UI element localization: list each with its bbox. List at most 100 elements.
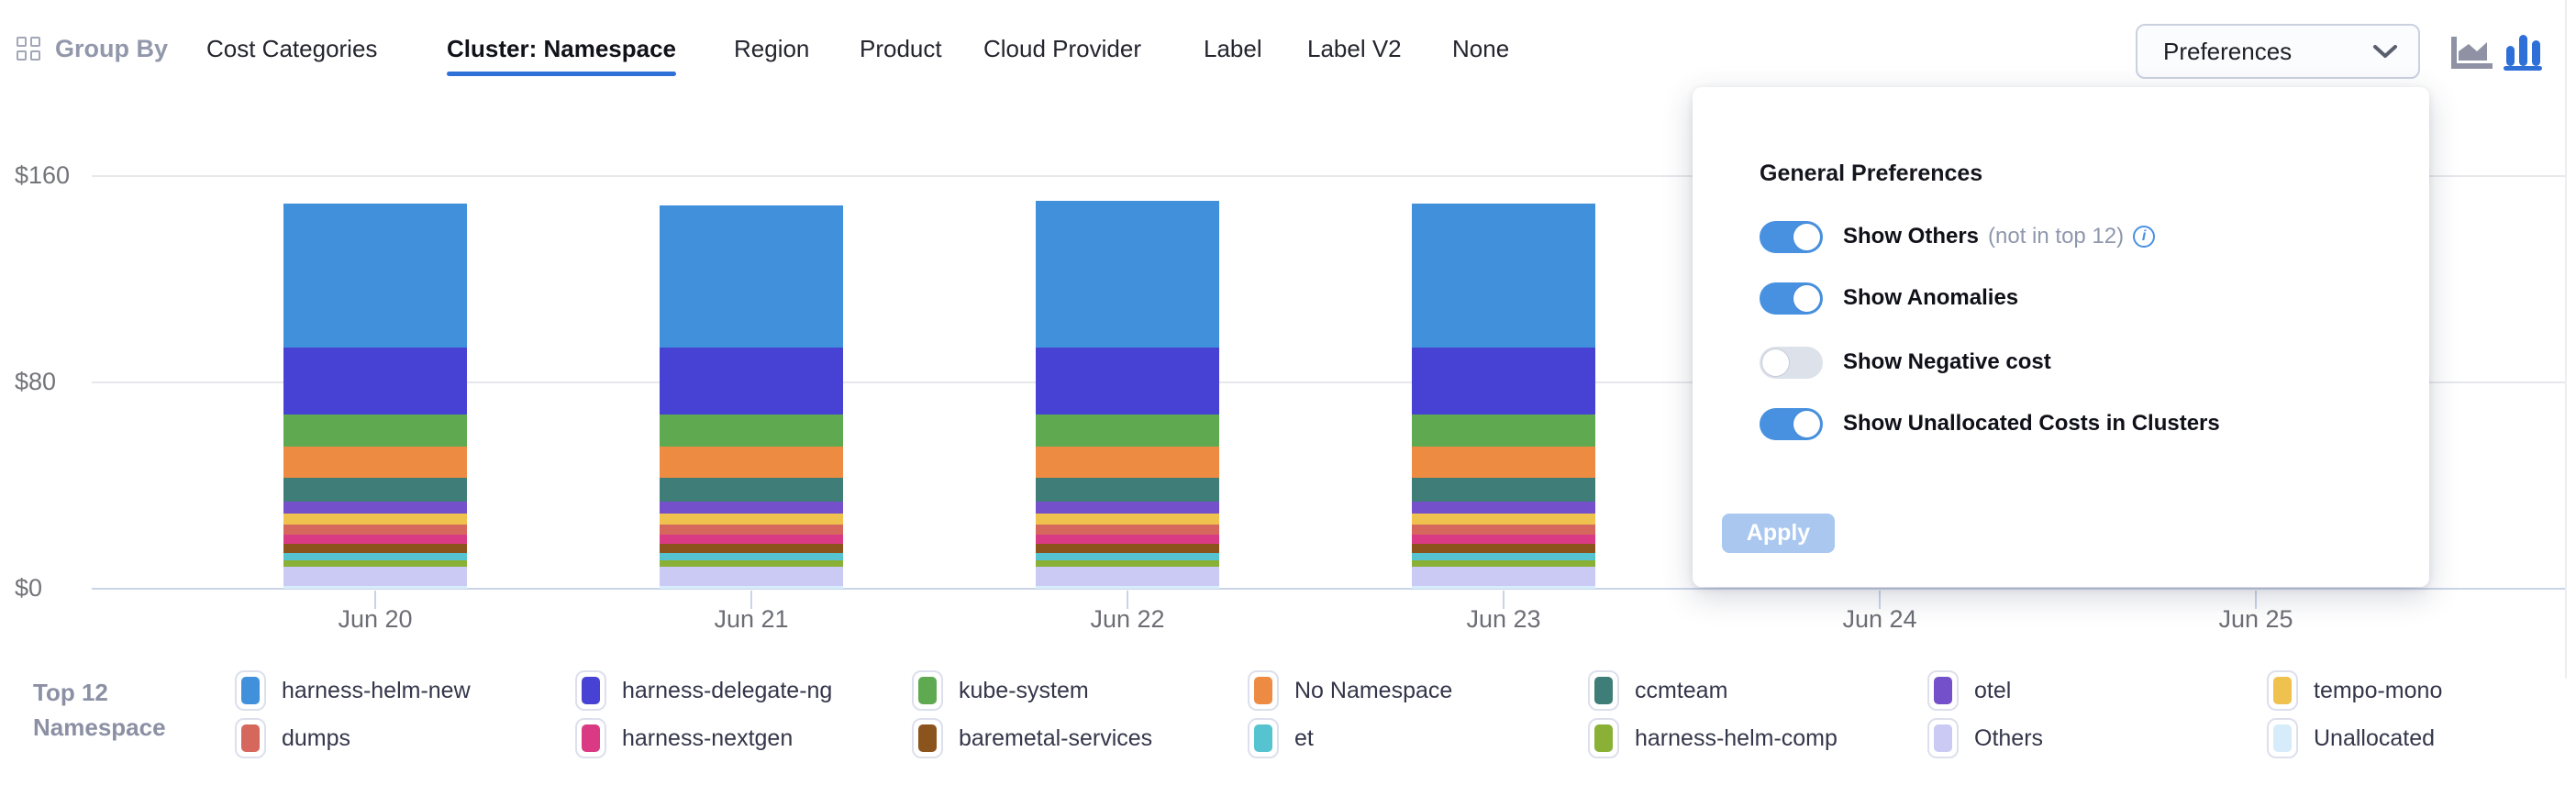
tab-region[interactable]: Region [734, 35, 810, 62]
bar-segment-others[interactable] [1036, 567, 1219, 587]
bar-segment-dumps[interactable] [1036, 525, 1219, 535]
bar-segment-harness-delegate-ng[interactable] [1036, 348, 1219, 415]
bar-segment-no-namespace[interactable] [660, 447, 843, 478]
x-axis-tick [1127, 591, 1128, 609]
bar-segment-harness-helm-comp[interactable] [660, 559, 843, 568]
bar-segment-harness-delegate-ng[interactable] [1412, 348, 1595, 415]
legend-swatch [575, 718, 606, 758]
legend-title: Top 12 Namespace [33, 679, 166, 741]
legend-item-tempo-mono[interactable]: tempo-mono [2267, 669, 2442, 712]
bar-segment-no-namespace[interactable] [283, 447, 467, 478]
legend-item-others[interactable]: Others [1927, 717, 2043, 759]
legend-label: kube-system [959, 677, 1089, 703]
legend-item-dumps[interactable]: dumps [235, 717, 350, 759]
legend-item-otel[interactable]: otel [1927, 669, 2011, 712]
legend-item-harness-delegate-ng[interactable]: harness-delegate-ng [575, 669, 832, 712]
bar-segment-baremetal-services[interactable] [1412, 544, 1595, 553]
tab-label[interactable]: Label [1204, 35, 1262, 62]
bar-segment-no-namespace[interactable] [1036, 447, 1219, 478]
legend-label: harness-helm-new [282, 677, 471, 703]
bar-segment-dumps[interactable] [283, 525, 467, 535]
bar-segment-unallocated[interactable] [1036, 586, 1219, 589]
bar-segment-kube-system[interactable] [283, 415, 467, 448]
bar-segment-ccmteam[interactable] [1036, 477, 1219, 502]
bar-segment-others[interactable] [660, 567, 843, 587]
tab-none[interactable]: None [1452, 35, 1510, 62]
bar-segment-unallocated[interactable] [283, 586, 467, 589]
bar-segment-kube-system[interactable] [1412, 415, 1595, 448]
legend-item-unallocated[interactable]: Unallocated [2267, 717, 2435, 759]
x-axis-label: Jun 23 [1466, 605, 1541, 633]
bar-segment-ccmteam[interactable] [1412, 477, 1595, 502]
bar-segment-tempo-mono[interactable] [1036, 514, 1219, 525]
bar-segment-others[interactable] [283, 567, 467, 587]
tab-product[interactable]: Product [860, 35, 942, 62]
tab-label-v2[interactable]: Label V2 [1307, 35, 1402, 62]
preference-row-show-anomalies: Show Anomalies [1760, 282, 2018, 315]
toggle-knob [1793, 410, 1820, 437]
legend-item-et[interactable]: et [1248, 717, 1314, 759]
bar-segment-harness-nextgen[interactable] [283, 534, 467, 545]
preference-row-show-negative-cost: Show Negative cost [1760, 346, 2051, 379]
bar-segment-et[interactable] [283, 552, 467, 560]
bar-segment-harness-helm-comp[interactable] [283, 559, 467, 568]
bar-segment-unallocated[interactable] [1412, 586, 1595, 589]
bar-segment-harness-nextgen[interactable] [1412, 534, 1595, 545]
legend-item-harness-helm-new[interactable]: harness-helm-new [235, 669, 471, 712]
bar-segment-tempo-mono[interactable] [1412, 514, 1595, 525]
bar-segment-harness-nextgen[interactable] [660, 534, 843, 545]
toggle-show-unallocated-costs-in-clusters[interactable] [1760, 407, 1823, 440]
info-circle-icon[interactable]: i [2133, 226, 2156, 248]
bar-segment-et[interactable] [1412, 552, 1595, 560]
bar-segment-otel[interactable] [283, 501, 467, 514]
bar-segment-ccmteam[interactable] [283, 477, 467, 502]
bar-segment-dumps[interactable] [1412, 525, 1595, 535]
bar-segment-others[interactable] [1412, 567, 1595, 587]
bar-segment-harness-nextgen[interactable] [1036, 534, 1219, 545]
bar-segment-unallocated[interactable] [660, 586, 843, 589]
bar-segment-harness-helm-comp[interactable] [1412, 559, 1595, 568]
bar-segment-otel[interactable] [660, 501, 843, 514]
legend-item-harness-helm-comp[interactable]: harness-helm-comp [1588, 717, 1838, 759]
bar-segment-harness-helm-new[interactable] [283, 203, 467, 348]
bar-segment-otel[interactable] [1036, 501, 1219, 514]
bar-segment-kube-system[interactable] [1036, 415, 1219, 448]
bar-segment-baremetal-services[interactable] [660, 544, 843, 553]
column-chart-icon[interactable] [2504, 33, 2544, 66]
bar-segment-et[interactable] [660, 552, 843, 560]
bar-segment-et[interactable] [1036, 552, 1219, 560]
bar-segment-dumps[interactable] [660, 525, 843, 535]
legend-item-kube-system[interactable]: kube-system [912, 669, 1089, 712]
x-axis-tick [374, 591, 376, 609]
bar-segment-baremetal-services[interactable] [1036, 544, 1219, 553]
bar-segment-tempo-mono[interactable] [283, 514, 467, 525]
bar-segment-harness-helm-new[interactable] [1036, 201, 1219, 348]
tab-cloud-provider[interactable]: Cloud Provider [983, 35, 1141, 62]
toggle-show-negative-cost[interactable] [1760, 346, 1823, 379]
area-chart-icon[interactable] [2450, 35, 2494, 72]
bar-segment-harness-helm-comp[interactable] [1036, 559, 1219, 568]
legend-item-no-namespace[interactable]: No Namespace [1248, 669, 1452, 712]
legend-label: et [1294, 724, 1314, 751]
tab-cluster-namespace[interactable]: Cluster: Namespace [447, 35, 676, 76]
bar-segment-otel[interactable] [1412, 501, 1595, 514]
bar-segment-harness-delegate-ng[interactable] [660, 348, 843, 415]
tab-cost-categories[interactable]: Cost Categories [206, 35, 378, 62]
apply-button[interactable]: Apply [1722, 514, 1835, 553]
bar-segment-baremetal-services[interactable] [283, 544, 467, 553]
legend-item-baremetal-services[interactable]: baremetal-services [912, 717, 1152, 759]
toggle-show-anomalies[interactable] [1760, 282, 1823, 315]
group-by-grid-icon [17, 37, 42, 62]
bar-segment-ccmteam[interactable] [660, 477, 843, 502]
bar-segment-no-namespace[interactable] [1412, 447, 1595, 478]
legend-item-ccmteam[interactable]: ccmteam [1588, 669, 1727, 712]
bar-segment-tempo-mono[interactable] [660, 514, 843, 525]
bar-segment-harness-delegate-ng[interactable] [283, 348, 467, 415]
toggle-show-others[interactable] [1760, 220, 1823, 253]
bar-segment-harness-helm-new[interactable] [1412, 203, 1595, 348]
preferences-dropdown-button[interactable]: Preferences [2136, 24, 2420, 79]
bar-segment-kube-system[interactable] [660, 415, 843, 448]
legend-item-harness-nextgen[interactable]: harness-nextgen [575, 717, 793, 759]
bar-segment-harness-helm-new[interactable] [660, 205, 843, 348]
